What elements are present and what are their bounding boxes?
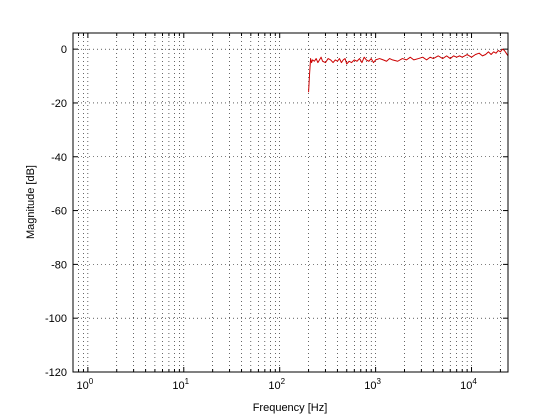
plot-frame — [72, 32, 509, 373]
x-tick-label: 102 — [268, 377, 285, 392]
y-tick-label: -100 — [45, 313, 67, 325]
x-tick-label: 104 — [460, 377, 477, 392]
y-tick-labels: 0 -20 -40 -60 -80 -100 -120 — [45, 44, 67, 379]
series-group — [308, 48, 509, 93]
x-tick-labels: 100 101 102 103 104 — [77, 377, 478, 392]
y-tick-label: -120 — [45, 367, 67, 379]
x-tick-label: 103 — [364, 377, 381, 392]
y-tick-label: -80 — [51, 259, 67, 271]
y-tick-label: -20 — [51, 98, 67, 110]
x-tick-label: 100 — [77, 377, 94, 392]
y-tick-label: 0 — [61, 44, 67, 56]
x-axis-label: Frequency [Hz] — [253, 402, 328, 414]
y-axis-label: Magnitude [dB] — [25, 165, 37, 239]
x-tick-label: 101 — [172, 377, 189, 392]
y-tick-label: -40 — [51, 152, 67, 164]
magnitude-series-line — [308, 48, 509, 93]
y-tick-label: -60 — [51, 206, 67, 218]
